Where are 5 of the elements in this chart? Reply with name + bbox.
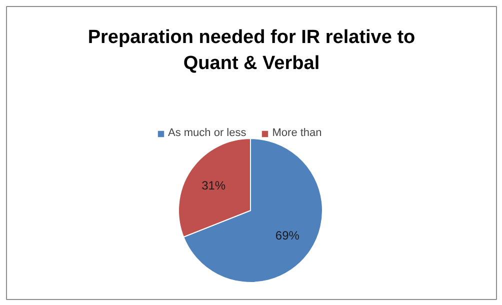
data-label: 31%: [202, 178, 226, 192]
legend-label: More than: [272, 127, 322, 139]
data-label: 69%: [275, 228, 300, 243]
chart-title: Preparation needed for IR relative to Quant & Verbal: [88, 26, 416, 74]
legend-label: As much or less: [168, 127, 246, 139]
